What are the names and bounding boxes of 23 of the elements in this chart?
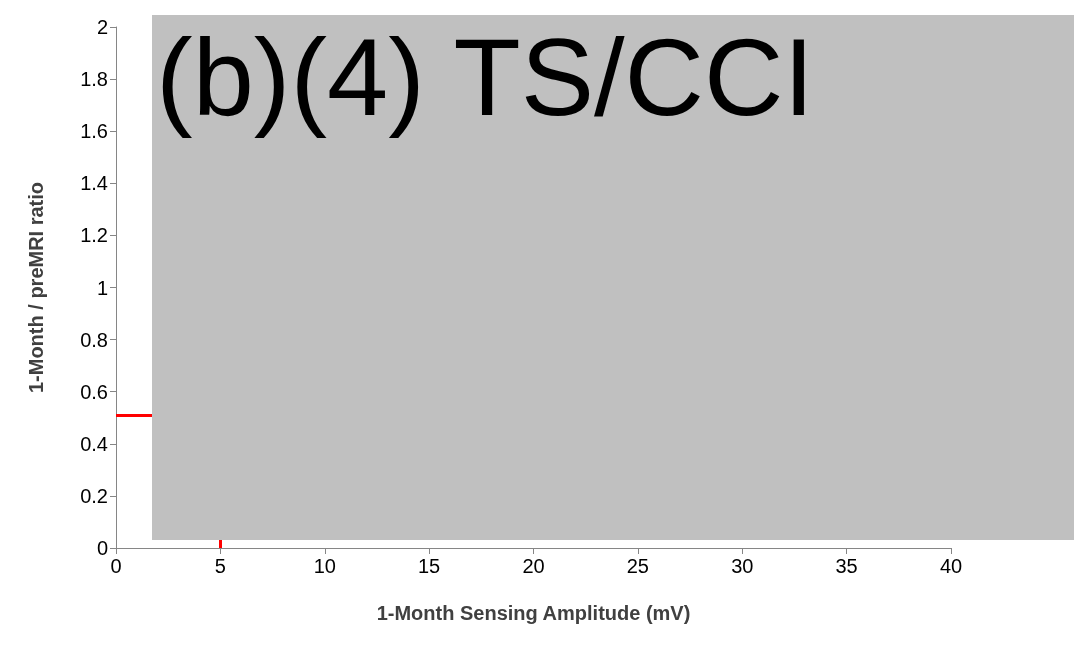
y-tick-label: 1.6: [80, 120, 108, 143]
annotation: (b)(4) TS/CCI: [156, 14, 815, 140]
y-tick-label: 0.2: [80, 484, 108, 507]
y-tick-label: 0.6: [80, 380, 108, 403]
x-tick-label: 5: [214, 555, 226, 577]
x-tick-label: 35: [835, 555, 858, 577]
x-tick-label: 10: [313, 555, 336, 577]
y-axis-title: 1-Month / preMRI ratio: [25, 181, 47, 394]
y-tick-label: 1.2: [80, 224, 108, 247]
x-tick-label: 30: [731, 555, 754, 577]
y-tick-label: 0: [96, 537, 108, 559]
y-tick-label: 1.4: [80, 172, 108, 195]
x-axis-title: 1-Month Sensing Amplitude (mV): [376, 602, 691, 624]
x-tick-label: 40: [939, 555, 963, 577]
y-tick-label: 0.8: [80, 328, 108, 351]
y-tick-label: 1.8: [80, 68, 108, 91]
x-tick-label: 25: [626, 555, 649, 577]
y-tick-label: 2: [96, 16, 108, 38]
y-tick-label: 1: [96, 276, 108, 299]
x-tick-label: 20: [522, 555, 545, 577]
y-tick-label: 0.4: [80, 432, 108, 455]
x-tick-label: 15: [418, 555, 441, 577]
x-tick-label: 0: [110, 555, 122, 577]
